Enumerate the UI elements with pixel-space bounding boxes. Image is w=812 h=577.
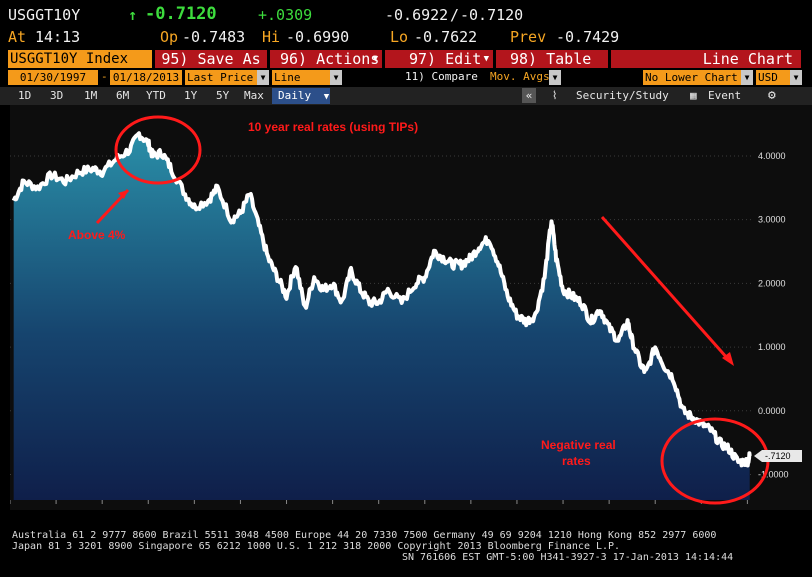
open-value: -0.7483	[182, 28, 246, 46]
up-arrow-icon: ↑	[128, 6, 138, 24]
currency-value: USD	[758, 71, 778, 84]
y-tick-label: 1.0000	[758, 342, 786, 352]
y-tick-label: -1.0000	[758, 470, 789, 480]
last-price: -0.7120	[145, 4, 217, 24]
trend-arrow	[600, 216, 730, 360]
quote-header: USGGT10Y ↑ -0.7120 +.0309 -0.6922 / -0.7…	[0, 4, 812, 28]
security-field[interactable]: USGGT10Y Index	[8, 50, 152, 68]
collapse-icon[interactable]: «	[522, 88, 536, 103]
actions-button[interactable]: 96) Actions ▼	[270, 50, 382, 68]
last-value-tag: -.7120	[754, 450, 802, 463]
range-ytd[interactable]: YTD	[146, 89, 166, 102]
field-select[interactable]: Last Price	[185, 70, 257, 85]
lower-chart-value: No Lower Chart	[645, 71, 738, 84]
bid-ask-separator: /	[450, 6, 460, 24]
dropdown-arrow-icon: ▼	[483, 54, 489, 64]
footer-line-1: Australia 61 2 9777 8600 Brazil 5511 304…	[12, 530, 717, 541]
chart-type-button[interactable]: Line Chart	[611, 50, 801, 68]
range-3d[interactable]: 3D	[50, 89, 64, 102]
style-value: Line	[274, 71, 301, 84]
bid-value: -0.6922	[385, 6, 449, 24]
chart-title: 10 year real rates (using TIPs)	[248, 120, 418, 134]
annotation-negative-real: Negative real	[541, 438, 616, 452]
event-icon: ▦	[690, 89, 697, 102]
event-button[interactable]: Event	[708, 89, 742, 102]
moving-averages-button[interactable]: Mov. Avgs	[490, 70, 550, 83]
chart-type-label: Line Chart	[702, 50, 793, 68]
open-label: Op	[160, 28, 179, 46]
range-6m[interactable]: 6M	[116, 89, 130, 102]
arrow-head-icon	[722, 352, 734, 366]
main-toolbar: USGGT10Y Index 95) Save As 96) Actions ▼…	[0, 50, 812, 68]
footer-line-2: Japan 81 3 3201 8900 Singapore 65 6212 1…	[12, 541, 621, 552]
range-1d[interactable]: 1D	[18, 89, 32, 102]
arrow-head-icon	[118, 190, 128, 199]
dropdown-arrow-icon: ▼	[372, 54, 378, 64]
style-select[interactable]: Line	[272, 70, 330, 85]
y-tick-label: 0.0000	[758, 406, 786, 416]
quote-time: 14:13	[35, 28, 81, 46]
range-toolbar: 1D 3D 1M 6M YTD 1Y 5Y Max Daily ▼ « ⌇ Se…	[0, 87, 812, 105]
actions-label: 96) Actions	[280, 50, 380, 68]
last-value-label: -.7120	[765, 451, 791, 461]
series-area	[13, 133, 750, 500]
table-label: 98) Table	[510, 50, 592, 68]
annotation-rates: rates	[562, 454, 591, 468]
chart-icon: ⌇	[552, 89, 558, 102]
dropdown-arrow-icon[interactable]: ▼	[741, 70, 753, 85]
highlight-circle-peak	[114, 115, 202, 185]
start-date-value: 01/30/1997	[19, 71, 87, 84]
chart-parameters: 01/30/1997 - 01/18/2013 Last Price ▼ Lin…	[0, 69, 812, 86]
range-5y[interactable]: 5Y	[216, 89, 230, 102]
ask-value: -0.7120	[460, 6, 524, 24]
dropdown-arrow-icon[interactable]: ▼	[257, 70, 269, 85]
save-as-button[interactable]: 95) Save As	[155, 50, 267, 68]
footer-line-3: SN 761606 EST GMT-5:00 H341-3927-3 17-Ja…	[402, 552, 734, 563]
net-change: +.0309	[258, 6, 313, 24]
lower-chart-select[interactable]: No Lower Chart	[643, 70, 741, 85]
dropdown-arrow-icon[interactable]: ▼	[790, 70, 802, 85]
save-as-label: 95) Save As	[161, 50, 261, 68]
y-axis-ticks: 4.0000 3.0000 2.0000 1.0000 0.0000 -1.0000	[758, 151, 789, 480]
edit-label: 97) Edit	[409, 50, 482, 68]
dropdown-arrow-icon: ▼	[323, 92, 330, 102]
y-tick-label: 2.0000	[758, 278, 786, 288]
compare-button[interactable]: 11) Compare	[405, 70, 478, 83]
range-max[interactable]: Max	[244, 89, 264, 102]
gear-icon[interactable]: ⚙	[768, 88, 776, 103]
y-tick-label: 4.0000	[758, 151, 786, 161]
security-name: USGGT10Y Index	[10, 51, 129, 67]
field-value: Last Price	[187, 71, 254, 84]
end-date-field[interactable]: 01/18/2013	[110, 70, 182, 85]
range-1y[interactable]: 1Y	[184, 89, 198, 102]
ticker-symbol: USGGT10Y	[8, 6, 81, 24]
range-1m[interactable]: 1M	[84, 89, 98, 102]
footer-contacts: Australia 61 2 9777 8600 Brazil 5511 304…	[12, 530, 802, 563]
table-button[interactable]: 98) Table	[496, 50, 608, 68]
dropdown-arrow-icon[interactable]: ▼	[549, 70, 561, 85]
period-value: Daily	[278, 89, 312, 102]
time-label: At	[8, 28, 27, 46]
high-label: Hi	[262, 28, 281, 46]
low-value: -0.7622	[414, 28, 478, 46]
quote-details: At 14:13 Op -0.7483 Hi -0.6990 Lo -0.762…	[0, 28, 812, 50]
date-range-dash: -	[101, 70, 108, 83]
prev-label: Prev	[510, 28, 547, 46]
edit-button[interactable]: 97) Edit ▼	[385, 50, 493, 68]
prev-value: -0.7429	[556, 28, 620, 46]
low-label: Lo	[390, 28, 409, 46]
end-date-value: 01/18/2013	[112, 71, 180, 84]
period-select[interactable]: Daily ▼	[272, 88, 330, 104]
dropdown-arrow-icon[interactable]: ▼	[330, 70, 342, 85]
security-study-button[interactable]: Security/Study	[576, 89, 669, 102]
series-line	[11, 131, 752, 468]
high-value: -0.6990	[286, 28, 350, 46]
annotation-above-4: Above 4%	[68, 228, 126, 242]
y-tick-label: 3.0000	[758, 215, 786, 225]
start-date-field[interactable]: 01/30/1997	[8, 70, 98, 85]
currency-select[interactable]: USD	[756, 70, 790, 85]
